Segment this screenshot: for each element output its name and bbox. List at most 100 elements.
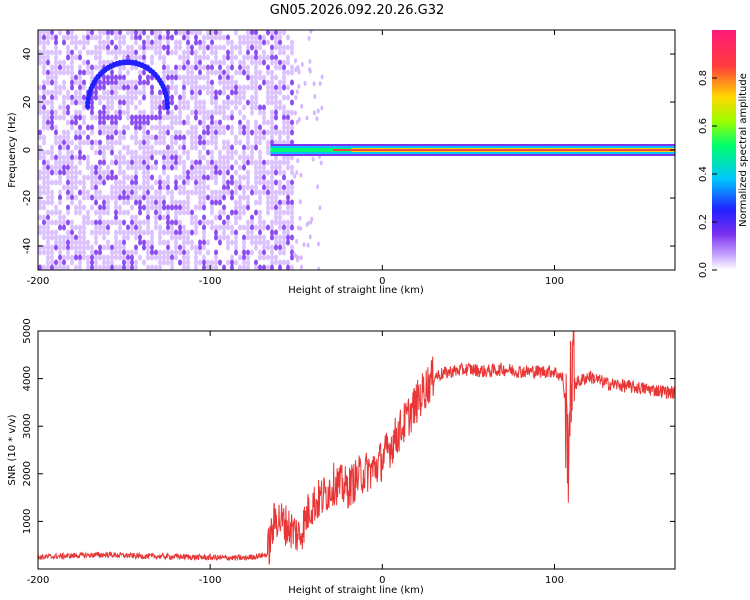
heat-cell <box>178 174 182 181</box>
heat-cell <box>202 139 206 146</box>
heat-cell <box>246 139 250 146</box>
heat-cell <box>174 184 178 191</box>
heat-cell <box>106 169 110 176</box>
heat-cell <box>150 104 154 111</box>
heat-cell <box>218 119 222 126</box>
heat-cell <box>286 264 290 270</box>
heat-cell <box>138 69 142 76</box>
heat-cell <box>134 169 138 176</box>
heat-cell <box>138 44 142 51</box>
heat-cell <box>162 54 166 61</box>
heat-cell <box>146 114 150 121</box>
heat-cell <box>142 184 146 191</box>
heat-cell <box>206 239 210 246</box>
heat-cell <box>573 149 577 151</box>
heat-cell <box>214 224 218 231</box>
heat-cell <box>262 39 266 46</box>
heat-cell <box>138 79 142 86</box>
heat-cell <box>154 124 158 131</box>
heat-cell <box>38 199 42 206</box>
heat-cell <box>166 179 170 186</box>
colorbar-ticks: 0.00.20.40.60.8 <box>698 70 717 278</box>
heat-cell <box>214 159 218 166</box>
heat-cell <box>58 69 62 76</box>
heat-cell <box>122 124 126 131</box>
heat-cell <box>210 44 214 51</box>
heat-cell <box>278 79 282 86</box>
heat-cell <box>70 59 74 66</box>
heat-cell <box>246 129 250 136</box>
heat-cell <box>146 184 150 191</box>
heat-cell <box>663 149 667 151</box>
heat-cell <box>122 99 126 106</box>
heat-cell <box>290 124 294 131</box>
heat-cell <box>42 214 46 221</box>
heat-cell <box>122 84 126 91</box>
heat-cell <box>50 99 54 106</box>
heat-cell <box>174 39 178 46</box>
heat-cell <box>278 224 282 231</box>
heat-cell <box>110 74 114 81</box>
heat-cell <box>158 254 162 261</box>
heat-cell <box>46 30 50 36</box>
heat-cell <box>62 224 66 231</box>
heat-cell <box>186 79 190 86</box>
heat-cell <box>126 164 130 171</box>
heat-cell <box>270 234 274 241</box>
heat-cell <box>90 244 94 251</box>
heat-cell <box>286 229 290 236</box>
heat-cell <box>222 229 226 236</box>
heat-cell <box>182 99 186 106</box>
heat-cell <box>226 99 230 106</box>
heat-cell <box>74 119 78 126</box>
heat-cell <box>190 74 194 81</box>
heat-cell <box>375 149 379 151</box>
heat-cell <box>138 184 142 191</box>
heat-cell <box>50 164 54 171</box>
heat-cell <box>238 44 242 51</box>
heat-cell <box>38 249 42 256</box>
heat-cell <box>254 199 258 206</box>
heat-cell <box>234 234 238 241</box>
heat-cell <box>98 49 102 56</box>
heat-cell <box>513 149 517 151</box>
heat-cell <box>62 34 66 41</box>
heat-cell <box>342 149 346 151</box>
heat-cell <box>290 219 294 226</box>
heat-cell <box>130 114 134 121</box>
heat-cell <box>405 149 409 151</box>
heat-cell <box>218 224 222 231</box>
heat-cell <box>102 199 106 206</box>
heat-cell <box>174 84 178 91</box>
heat-cell <box>154 94 158 101</box>
heat-cell <box>142 49 146 56</box>
heat-cell <box>230 74 234 81</box>
heat-cell <box>286 204 290 211</box>
heat-cell <box>114 234 118 241</box>
heat-cell <box>102 244 106 251</box>
heat-cell <box>182 209 186 216</box>
heat-cell <box>114 219 118 226</box>
heat-cell <box>618 149 622 151</box>
heat-cell <box>561 149 565 151</box>
heat-cell <box>158 54 162 61</box>
heat-cell <box>242 234 246 241</box>
heat-cell <box>246 254 250 261</box>
heat-cell <box>450 149 454 151</box>
heat-cell <box>238 119 242 126</box>
heat-cell <box>274 84 278 91</box>
heat-cell <box>270 30 274 36</box>
heat-cell <box>146 209 150 216</box>
heat-cell <box>42 174 46 181</box>
heat-cell <box>226 219 230 226</box>
heat-cell <box>42 124 46 131</box>
heat-cell <box>282 84 286 91</box>
heat-cell <box>270 74 274 81</box>
heat-cell <box>78 264 82 270</box>
heat-cell <box>202 179 206 186</box>
heat-cell <box>230 174 234 181</box>
heat-cell <box>238 89 242 96</box>
heat-cell <box>118 264 122 270</box>
heat-cell <box>222 74 226 81</box>
heat-cell <box>70 49 74 56</box>
